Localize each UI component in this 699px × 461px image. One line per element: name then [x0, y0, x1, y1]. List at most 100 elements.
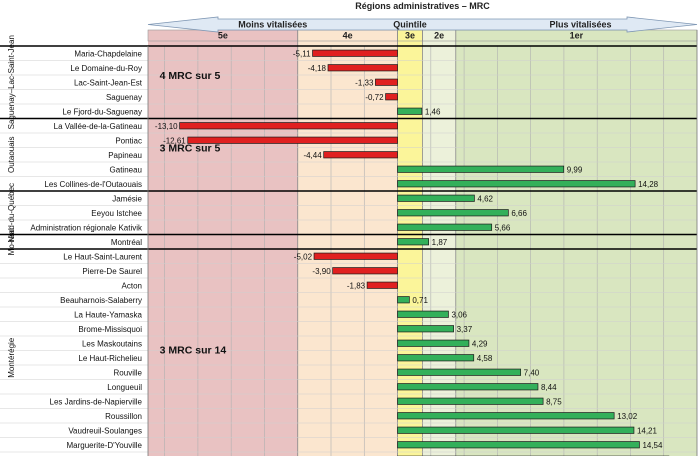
- value-label: -4,18: [308, 64, 327, 73]
- bar: [375, 78, 398, 86]
- bar: [397, 223, 493, 231]
- value-label: 8,75: [546, 397, 562, 406]
- region-label: Outaouais: [7, 137, 16, 173]
- bar: [323, 151, 398, 159]
- quintile-band-2: [297, 30, 398, 461]
- bar: [397, 209, 509, 217]
- mrc-label: Le Fjord-du-Saguenay: [62, 107, 142, 116]
- mrc-label: Les Maskoutains: [82, 339, 142, 348]
- value-label: -1,83: [347, 281, 366, 290]
- header-arrow: [147, 16, 698, 33]
- value-label: -1,33: [355, 78, 374, 87]
- mrc-label: Pierre-De Saurel: [82, 267, 142, 276]
- mrc-label: Rouville: [114, 368, 143, 377]
- quintile-label-5: 1er: [570, 31, 584, 41]
- value-label: 14,21: [637, 426, 658, 435]
- header-right-label: Plus vitalisées: [550, 20, 612, 30]
- quintile-band-5: [455, 30, 697, 461]
- mrc-label: La Vallée-de-la-Gatineau: [54, 122, 142, 131]
- value-label: -0,72: [365, 93, 384, 102]
- mrc-label: Montréal: [111, 238, 142, 247]
- value-label: 6,66: [511, 209, 527, 218]
- bar: [327, 64, 398, 72]
- value-label: 14,54: [642, 441, 663, 450]
- mrc-label: Le Domaine-du-Roy: [70, 64, 142, 73]
- region-label: Mo-réal: [7, 228, 16, 255]
- value-label: -5,02: [294, 252, 313, 261]
- value-label: 9,99: [567, 165, 583, 174]
- value-label: -4,44: [303, 151, 322, 160]
- bar: [397, 368, 522, 376]
- bar: [397, 325, 454, 333]
- mrc-label: Beauharnois-Salaberry: [60, 296, 142, 305]
- bar: [366, 281, 398, 289]
- value-label: 4,62: [477, 194, 493, 203]
- quintile-label-4: 2e: [434, 31, 444, 41]
- value-label: -12,61: [163, 136, 186, 145]
- mrc-label: Eeyou Istchee: [91, 209, 142, 218]
- mrc-label: Lac-Saint-Jean-Est: [74, 78, 143, 87]
- mrc-label: Le Haut-Saint-Laurent: [63, 252, 142, 261]
- bar: [397, 310, 449, 318]
- value-label: 4,58: [477, 354, 493, 363]
- bar: [385, 93, 398, 101]
- value-label: 1,46: [425, 107, 441, 116]
- mrc-label: Acton: [122, 281, 142, 290]
- quintile-label-3: 3e: [405, 31, 415, 41]
- mrc-label: Brome-Missisquoi: [78, 325, 142, 334]
- bar: [397, 383, 539, 391]
- value-label: 14,28: [638, 180, 659, 189]
- bar: [397, 296, 410, 304]
- value-label: -13,10: [155, 122, 178, 131]
- region-label: Nord-du-Québec: [7, 183, 16, 243]
- value-label: 13,02: [617, 412, 638, 421]
- region-label: Saguenay–Lac-Saint-Jean: [7, 35, 16, 129]
- bar: [312, 49, 398, 57]
- mrc-label: Jamésie: [112, 194, 142, 203]
- mrc-label: Longueuil: [107, 383, 142, 392]
- mrc-label: Marguerite-D'Youville: [67, 441, 143, 450]
- mrc-label: Les Collines-de-l'Outaouais: [44, 180, 142, 189]
- value-label: 5,66: [495, 223, 511, 232]
- bar: [397, 441, 640, 449]
- mrc-label: Administration régionale Kativik: [30, 223, 143, 232]
- value-label: 3,37: [457, 325, 473, 334]
- value-label: 7,40: [524, 368, 540, 377]
- mrc-label: Maria-Chapdelaine: [74, 49, 142, 58]
- mrc-label: Le Haut-Richelieu: [78, 354, 142, 363]
- bar: [397, 397, 544, 405]
- bar: [397, 107, 423, 115]
- bar: [187, 136, 398, 144]
- bar: [332, 267, 398, 275]
- bar: [397, 238, 430, 246]
- bar: [397, 165, 565, 173]
- region-label: Montérégie: [7, 337, 16, 378]
- header-left-label: Moins vitalisées: [238, 20, 307, 30]
- bar: [397, 339, 470, 347]
- bar: [397, 412, 615, 420]
- value-label: 8,44: [541, 383, 557, 392]
- quintile-band-1: [148, 30, 298, 461]
- mrc-label: Vaudreuil-Soulanges: [68, 426, 142, 435]
- value-label: 3,06: [451, 310, 467, 319]
- chart-title: Régions administratives – MRC: [355, 1, 490, 11]
- quintile-label-1: 5e: [218, 31, 228, 41]
- mrc-label: Pontiac: [115, 136, 142, 145]
- value-label: 4,29: [472, 339, 488, 348]
- mrc-label: Papineau: [108, 151, 142, 160]
- region-note: 3 MRC sur 5: [160, 143, 221, 155]
- mrc-label: La Haute-Yamaska: [74, 310, 142, 319]
- quintile-label-2: 4e: [343, 31, 353, 41]
- region-note: 3 MRC sur 14: [160, 345, 227, 357]
- mrc-label: Gatineau: [110, 165, 142, 174]
- mrc-label: Saguenay: [106, 93, 142, 102]
- mrc-label: Les Jardins-de-Napierville: [50, 397, 143, 406]
- bar: [397, 426, 635, 434]
- value-label: -3,90: [312, 267, 331, 276]
- region-note: 4 MRC sur 5: [160, 70, 221, 82]
- bar: [397, 180, 636, 188]
- mrc-label: Roussillon: [105, 412, 142, 421]
- bar: [397, 354, 475, 362]
